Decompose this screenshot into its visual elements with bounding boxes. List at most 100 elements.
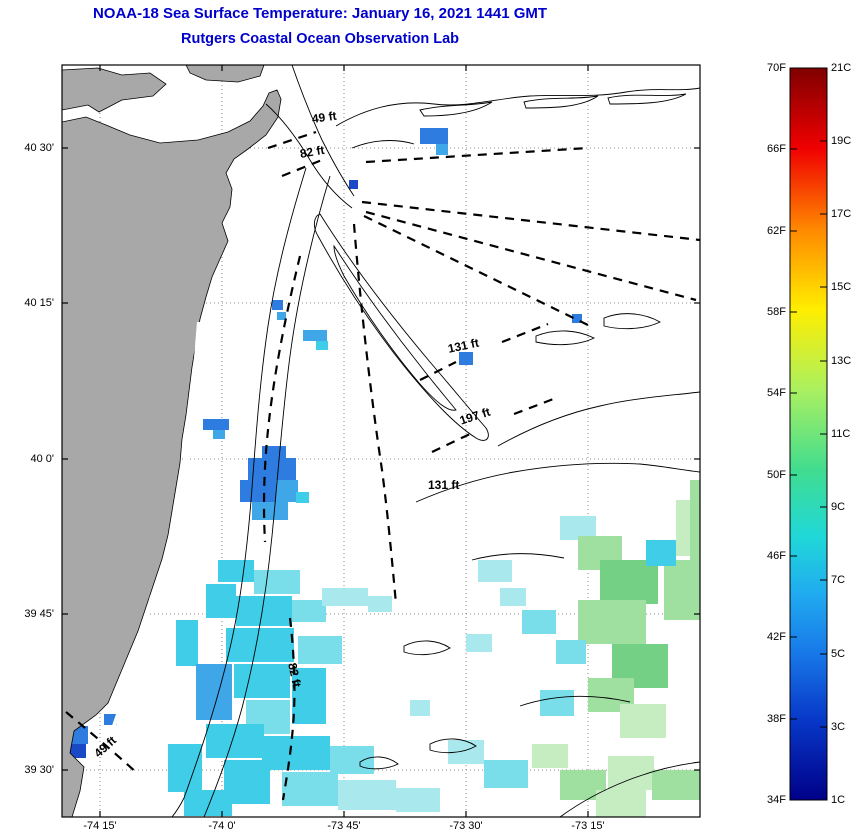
x-tick--73-30: -73 30' — [449, 820, 483, 832]
sst-patch — [303, 330, 327, 341]
sst-patch — [168, 744, 202, 792]
sst-patch — [254, 570, 300, 594]
sst-patch — [572, 314, 582, 323]
x-tick--73-15: -73 15' — [571, 820, 605, 832]
sst-patch — [184, 790, 232, 816]
sst-patch — [226, 628, 294, 662]
sst-patch — [459, 352, 473, 365]
sst-patch — [272, 300, 283, 310]
sst-patch — [578, 600, 646, 644]
sst-patch — [484, 760, 528, 788]
cb-c-17: 17C — [831, 208, 852, 220]
sst-patch — [478, 560, 512, 582]
colorbar-ticks-fahrenheit — [790, 67, 797, 801]
cb-f-70: 70F — [767, 62, 786, 74]
sst-patch — [234, 664, 290, 698]
sst-patch — [203, 419, 229, 430]
sst-patch — [410, 700, 430, 716]
colorbar — [789, 67, 828, 801]
sst-patch — [213, 430, 225, 439]
coastal-lagoons — [104, 321, 201, 749]
sst-patch — [436, 144, 448, 155]
sst-patch — [176, 620, 198, 666]
sst-patch — [316, 341, 328, 350]
land-new-jersey — [62, 89, 282, 817]
sst-patches — [62, 128, 700, 817]
cb-c-3: 3C — [831, 721, 846, 733]
cb-c-11: 11C — [831, 428, 851, 440]
cb-c-21: 21C — [831, 62, 852, 74]
sst-patch — [620, 704, 666, 738]
land-top-left — [62, 67, 167, 113]
sst-patch — [420, 128, 448, 144]
sst-patch — [206, 724, 264, 758]
cb-f-34: 34F — [767, 794, 786, 806]
x-tick--74-15: -74 15' — [83, 820, 117, 832]
sst-patch — [532, 744, 568, 768]
x-tick--74-0: -74 0' — [208, 820, 236, 832]
colorbar-ticks-celsius — [820, 67, 827, 801]
land-top-center — [185, 65, 265, 83]
sst-patch — [540, 690, 574, 716]
sst-patch — [104, 714, 117, 725]
sst-patch — [252, 502, 288, 520]
sst-patch — [296, 492, 309, 503]
cb-c-5: 5C — [831, 648, 846, 660]
sst-patch — [522, 610, 556, 634]
sst-patch — [277, 312, 286, 320]
sst-patch — [690, 480, 700, 564]
figure-subtitle: Rutgers Coastal Ocean Observation Lab — [181, 31, 459, 47]
cb-f-54: 54F — [767, 387, 786, 399]
sst-patch — [298, 636, 342, 664]
sst-patch — [330, 746, 374, 774]
sst-patch — [206, 584, 236, 618]
cb-f-46: 46F — [767, 550, 786, 562]
sst-patch — [500, 588, 526, 606]
y-tick-40-30: 40 30' — [24, 142, 54, 154]
sst-patch — [262, 736, 330, 770]
cb-f-66: 66F — [767, 143, 786, 155]
sst-patch — [218, 560, 254, 582]
cb-f-38: 38F — [767, 713, 786, 725]
y-tick-40-0: 40 0' — [30, 453, 54, 465]
y-tick-39-30: 39 30' — [24, 764, 54, 776]
sst-patch — [240, 480, 276, 502]
y-tick-39-45: 39 45' — [24, 608, 54, 620]
sst-patch — [368, 596, 392, 612]
cb-f-50: 50F — [767, 469, 786, 481]
cb-c-15: 15C — [831, 281, 852, 293]
cb-f-62: 62F — [767, 225, 786, 237]
sst-patch — [646, 540, 676, 566]
sst-patch — [608, 756, 654, 790]
land — [62, 65, 282, 817]
sst-patch — [556, 640, 586, 664]
cb-c-1: 1C — [831, 794, 846, 806]
sst-patch — [349, 180, 358, 189]
cb-c-13: 13C — [831, 355, 852, 367]
sst-patch — [600, 560, 658, 604]
cb-f-42: 42F — [767, 631, 786, 643]
sst-patch — [338, 780, 396, 810]
sst-patch — [248, 458, 296, 481]
sst-patch — [276, 480, 298, 502]
sst-patch — [196, 664, 232, 720]
sst-patch — [396, 788, 440, 812]
sst-patch — [68, 744, 86, 758]
plot-border — [61, 64, 701, 818]
figure-title: NOAA-18 Sea Surface Temperature: January… — [92, 5, 548, 22]
sst-patch — [282, 772, 338, 806]
sst-patch — [292, 600, 326, 622]
axis-ticks — [62, 65, 700, 817]
sst-patch — [322, 588, 368, 606]
bathymetry-contours — [171, 65, 700, 817]
sst-patch — [664, 560, 700, 620]
cb-f-58: 58F — [767, 306, 786, 318]
x-tick--73-45: -73 45' — [327, 820, 361, 832]
dashed-depth-contours — [65, 130, 700, 801]
cb-c-7: 7C — [831, 574, 846, 586]
sst-patch — [652, 770, 700, 800]
y-tick-40-15: 40 15' — [24, 297, 54, 309]
cb-c-19: 19C — [831, 135, 852, 147]
sst-patch — [466, 634, 492, 652]
